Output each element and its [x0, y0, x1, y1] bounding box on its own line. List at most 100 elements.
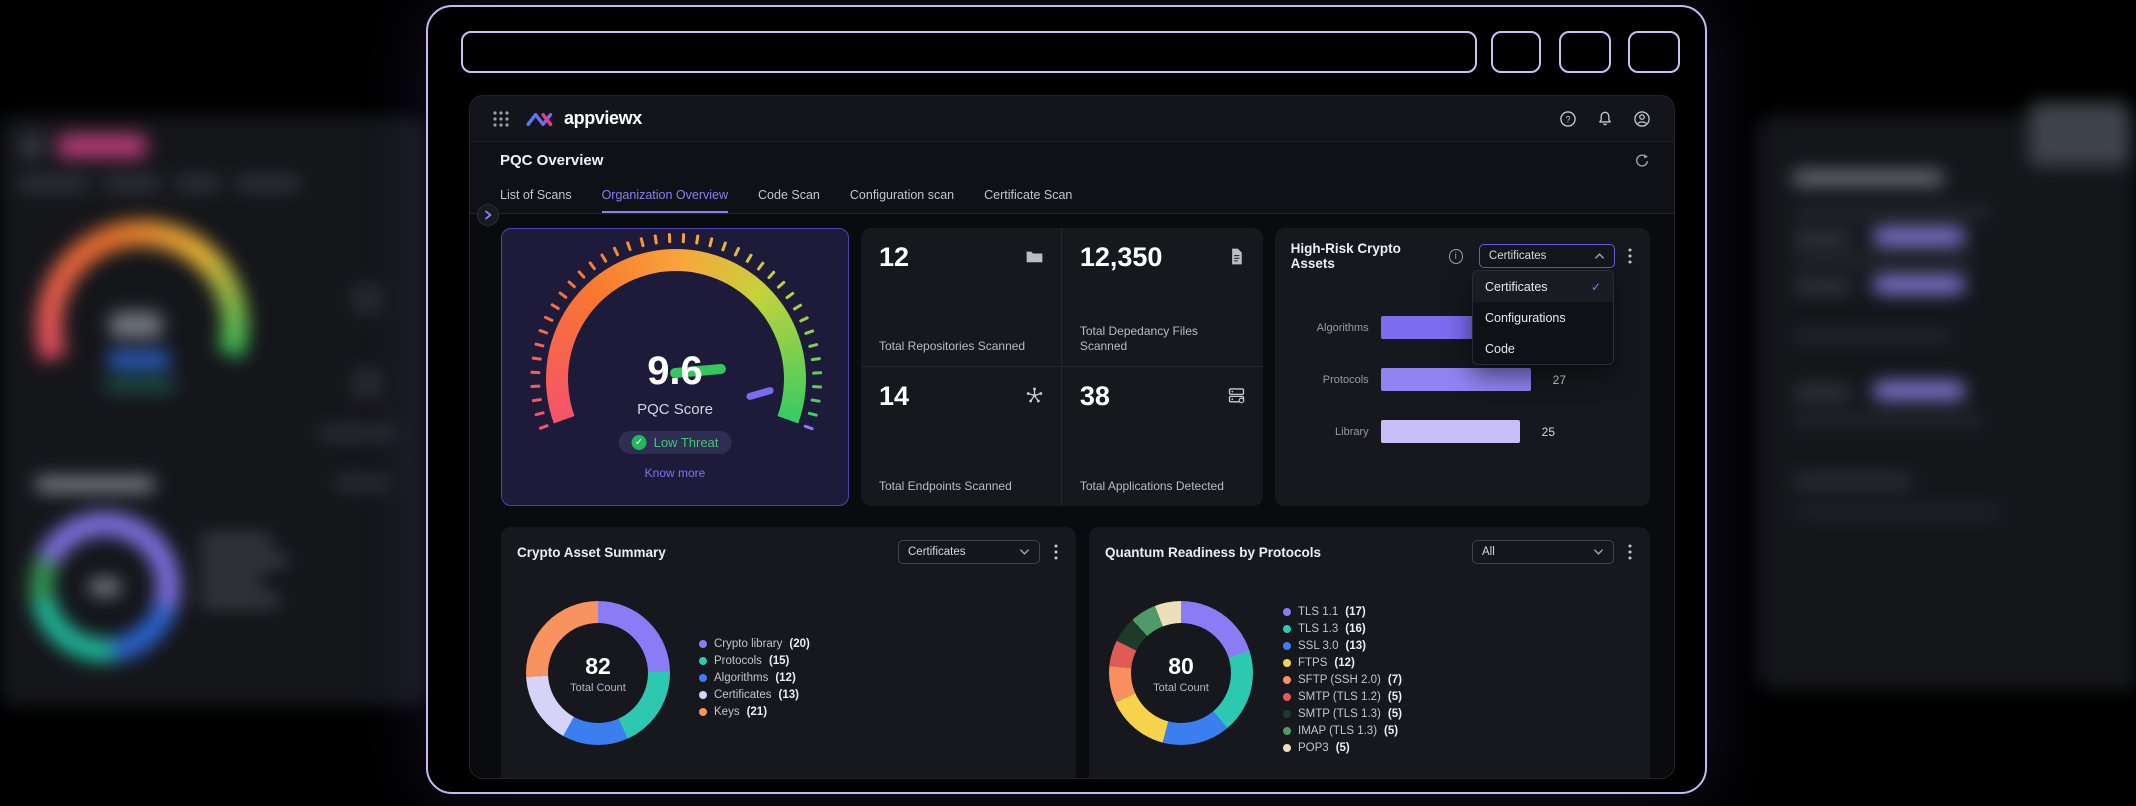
- tab-certificate-scan[interactable]: Certificate Scan: [984, 187, 1073, 202]
- legend-item: Crypto library (20): [699, 635, 810, 652]
- quantum-filter-select[interactable]: All: [1472, 540, 1614, 564]
- menu-item-code[interactable]: Code: [1485, 341, 1515, 356]
- legend-item: IMAP (TLS 1.3) (5): [1283, 722, 1402, 739]
- legend-item: SFTP (SSH 2.0) (7): [1283, 671, 1402, 688]
- scan-stats-card: 12 Total Repositories Scanned 12,350: [861, 228, 1263, 506]
- tab-organization-overview[interactable]: Organization Overview: [601, 178, 729, 213]
- panel-title: High-Risk Crypto Assets: [1290, 241, 1401, 271]
- tab-configuration-scan[interactable]: Configuration scan: [849, 187, 955, 202]
- chevron-down-icon: [1020, 549, 1029, 555]
- gauge-tick: [803, 329, 815, 335]
- gauge-tick: [599, 253, 607, 264]
- menu-item-configurations[interactable]: Configurations: [1485, 310, 1566, 325]
- window-button-1[interactable]: [1491, 31, 1541, 73]
- gauge-tick: [694, 234, 699, 245]
- sidebar-expand-button[interactable]: [477, 204, 499, 226]
- stat-value: 12,350: [1079, 242, 1163, 272]
- select-value: Certificates: [1488, 250, 1547, 262]
- gauge-tick: [576, 270, 586, 280]
- stat-value: 12: [879, 242, 910, 272]
- kebab-menu-icon[interactable]: [1622, 540, 1638, 564]
- stat-label: Total Depedancy Files Scanned: [1079, 324, 1198, 353]
- menu-item-certificates[interactable]: Certificates ✓: [1473, 271, 1613, 302]
- window-button-2[interactable]: [1559, 31, 1611, 73]
- apps-grid-icon[interactable]: [492, 110, 510, 128]
- bg-shape: [1873, 228, 1965, 245]
- gauge-tick: [533, 342, 545, 348]
- bg-shape: [1793, 416, 1983, 424]
- tab-code-scan[interactable]: Code Scan: [758, 187, 820, 202]
- legend-label: Keys: [714, 705, 740, 718]
- legend-label: SFTP (SSH 2.0): [1298, 673, 1381, 686]
- threat-badge-text: Low Threat: [653, 435, 719, 450]
- bg-shape: [1793, 234, 1851, 243]
- check-icon: ✓: [1590, 279, 1601, 294]
- top-row: 9.6 PQC Score ✓ Low Threat Know more 12: [501, 228, 1650, 509]
- bg-shape: [1793, 256, 1973, 264]
- blurred-background-right: [1757, 102, 2136, 690]
- legend-dot: [1283, 726, 1291, 735]
- gauge-tick: [653, 234, 658, 245]
- bar-label: Library: [1335, 425, 1369, 438]
- panel-title: Quantum Readiness by Protocols: [1105, 544, 1322, 560]
- high-risk-filter-select[interactable]: Certificates: [1478, 244, 1615, 268]
- know-more-link[interactable]: Know more: [644, 466, 706, 480]
- notifications-bell-icon[interactable]: [1595, 109, 1615, 129]
- legend-count: (7): [1387, 673, 1402, 686]
- legend-label: SSL 3.0: [1298, 639, 1339, 652]
- bar-value: 27: [1552, 372, 1566, 387]
- tab-list-of-scans[interactable]: List of Scans: [500, 187, 572, 202]
- legend-dot: [1283, 692, 1291, 701]
- account-icon[interactable]: [1632, 109, 1652, 129]
- bg-shape: [352, 284, 382, 314]
- gauge-tick: [625, 241, 632, 252]
- kebab-menu-icon[interactable]: [1048, 540, 1064, 564]
- legend-count: (13): [1345, 639, 1366, 652]
- stat-value: 38: [1079, 381, 1110, 411]
- bg-shape: [18, 178, 88, 189]
- crypto-summary-filter-select[interactable]: Certificates: [898, 540, 1040, 564]
- gauge-tick: [776, 280, 786, 289]
- bar-row-library: Library 25: [1281, 420, 1634, 443]
- app-header: appviewx ?: [470, 96, 1674, 142]
- info-icon[interactable]: i: [1448, 248, 1463, 264]
- gauge-tick: [756, 261, 765, 271]
- bar-label: Protocols: [1322, 373, 1369, 386]
- chevron-down-icon: [1594, 549, 1603, 555]
- legend-dot: [1283, 709, 1291, 718]
- gauge-tick: [807, 342, 819, 348]
- crypto-donut-center: 82 Total Count: [548, 623, 648, 723]
- dashboard-content: 9.6 PQC Score ✓ Low Threat Know more 12: [470, 214, 1674, 778]
- folder-icon: [1026, 250, 1043, 263]
- quantum-readiness-card: Quantum Readiness by Protocols All: [1089, 527, 1650, 778]
- endpoints-icon: [1026, 387, 1043, 403]
- legend-label: SMTP (TLS 1.3): [1298, 707, 1381, 720]
- gauge-tick: [681, 233, 685, 244]
- logo-wave-icon: [526, 112, 553, 126]
- help-icon[interactable]: ?: [1558, 109, 1578, 129]
- bg-shape: [110, 312, 162, 338]
- gauge-tick: [798, 315, 809, 323]
- stat-endpoints: 14: [861, 367, 1062, 506]
- address-bar[interactable]: [461, 31, 1477, 73]
- legend-dot: [1283, 624, 1291, 633]
- kebab-menu-icon[interactable]: [1623, 244, 1638, 268]
- refresh-icon[interactable]: [1633, 152, 1650, 169]
- window-button-3[interactable]: [1628, 31, 1680, 73]
- bar: [1380, 420, 1520, 443]
- legend-dot: [1283, 658, 1291, 667]
- quantum-donut-center: 80 Total Count: [1131, 623, 1231, 723]
- bg-shape: [104, 178, 160, 189]
- select-value: Certificates: [908, 546, 966, 558]
- appviewx-logo[interactable]: appviewx: [526, 108, 642, 129]
- legend-label: SMTP (TLS 1.2): [1298, 690, 1381, 703]
- bar-row-protocols: Protocols 27: [1281, 368, 1634, 391]
- gauge-tick: [667, 233, 671, 244]
- gauge-tick: [639, 237, 645, 248]
- bg-shape: [1793, 476, 1913, 486]
- gauge-tick: [766, 270, 776, 280]
- quantum-legend: TLS 1.1 (17) TLS 1.3 (16) SSL 3.0 (13) FTPS (12…: [1283, 603, 1402, 756]
- legend-dot: [699, 707, 707, 716]
- crypto-asset-summary-card: Crypto Asset Summary Certificates: [501, 527, 1076, 778]
- dashboard-window: appviewx ?: [469, 95, 1675, 779]
